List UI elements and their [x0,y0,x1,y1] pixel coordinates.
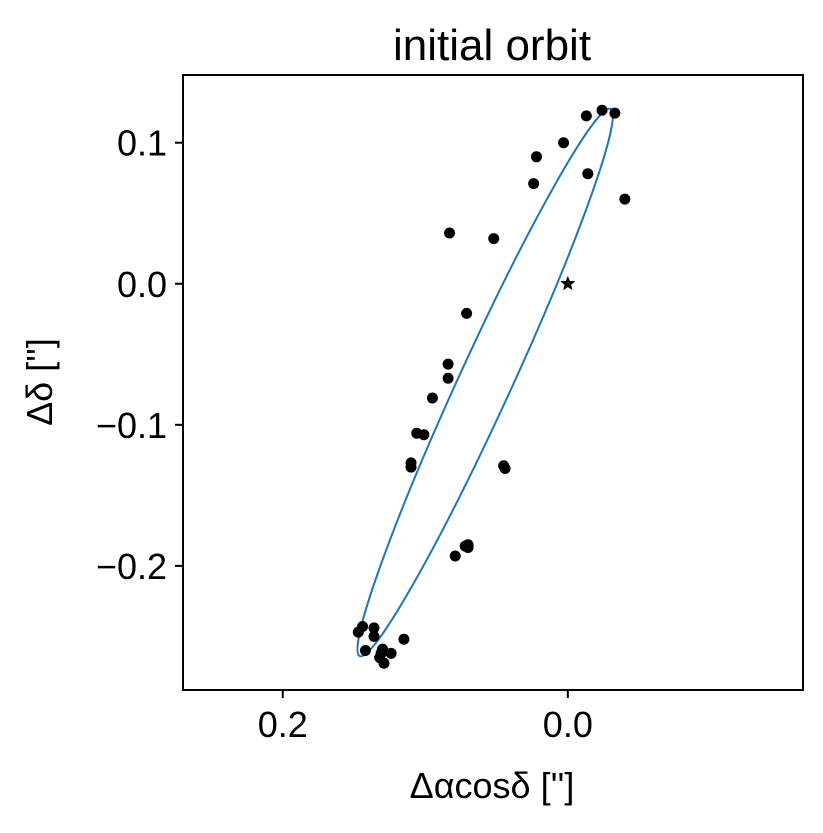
data-point [359,645,371,657]
data-point [378,657,390,669]
data-point [449,550,461,562]
y-axis-label: Δδ [''] [19,338,60,426]
y-tick-label: −0.2 [96,546,167,587]
data-point [530,151,542,163]
x-tick-label: 0.2 [258,704,308,745]
y-tick-label: −0.1 [96,405,167,446]
chart-title: initial orbit [393,21,591,70]
data-point [461,307,473,319]
data-point [462,539,474,551]
data-point [609,107,621,119]
star-marker [560,275,576,291]
plot-frame [182,74,804,691]
data-point [444,227,456,239]
data-points-layer [352,104,631,669]
data-point [368,630,380,642]
data-point [352,626,364,638]
x-tick-label: 0.0 [543,704,593,745]
axis-ticks-layer: 0.2 0.0 0.1 0.0 −0.1 −0.2 [96,123,593,745]
data-point [405,461,417,473]
orbit-ellipse-layer [356,107,614,658]
orbit-ellipse [356,107,614,658]
data-point [426,392,438,404]
data-point [418,429,430,441]
data-point [582,168,594,180]
y-tick-label: 0.0 [117,264,167,305]
data-point [368,622,380,634]
data-point [398,633,410,645]
data-point [580,110,592,122]
data-point [619,193,631,205]
data-point [488,233,500,245]
data-point [442,372,454,384]
data-point [385,647,397,659]
data-point [596,104,608,116]
data-point [442,358,454,370]
y-tick-label: 0.1 [117,123,167,164]
data-point [499,463,511,475]
data-point [528,178,540,190]
x-axis-label: Δαcosδ [''] [410,765,575,806]
data-point [558,137,570,149]
data-point [377,643,389,655]
